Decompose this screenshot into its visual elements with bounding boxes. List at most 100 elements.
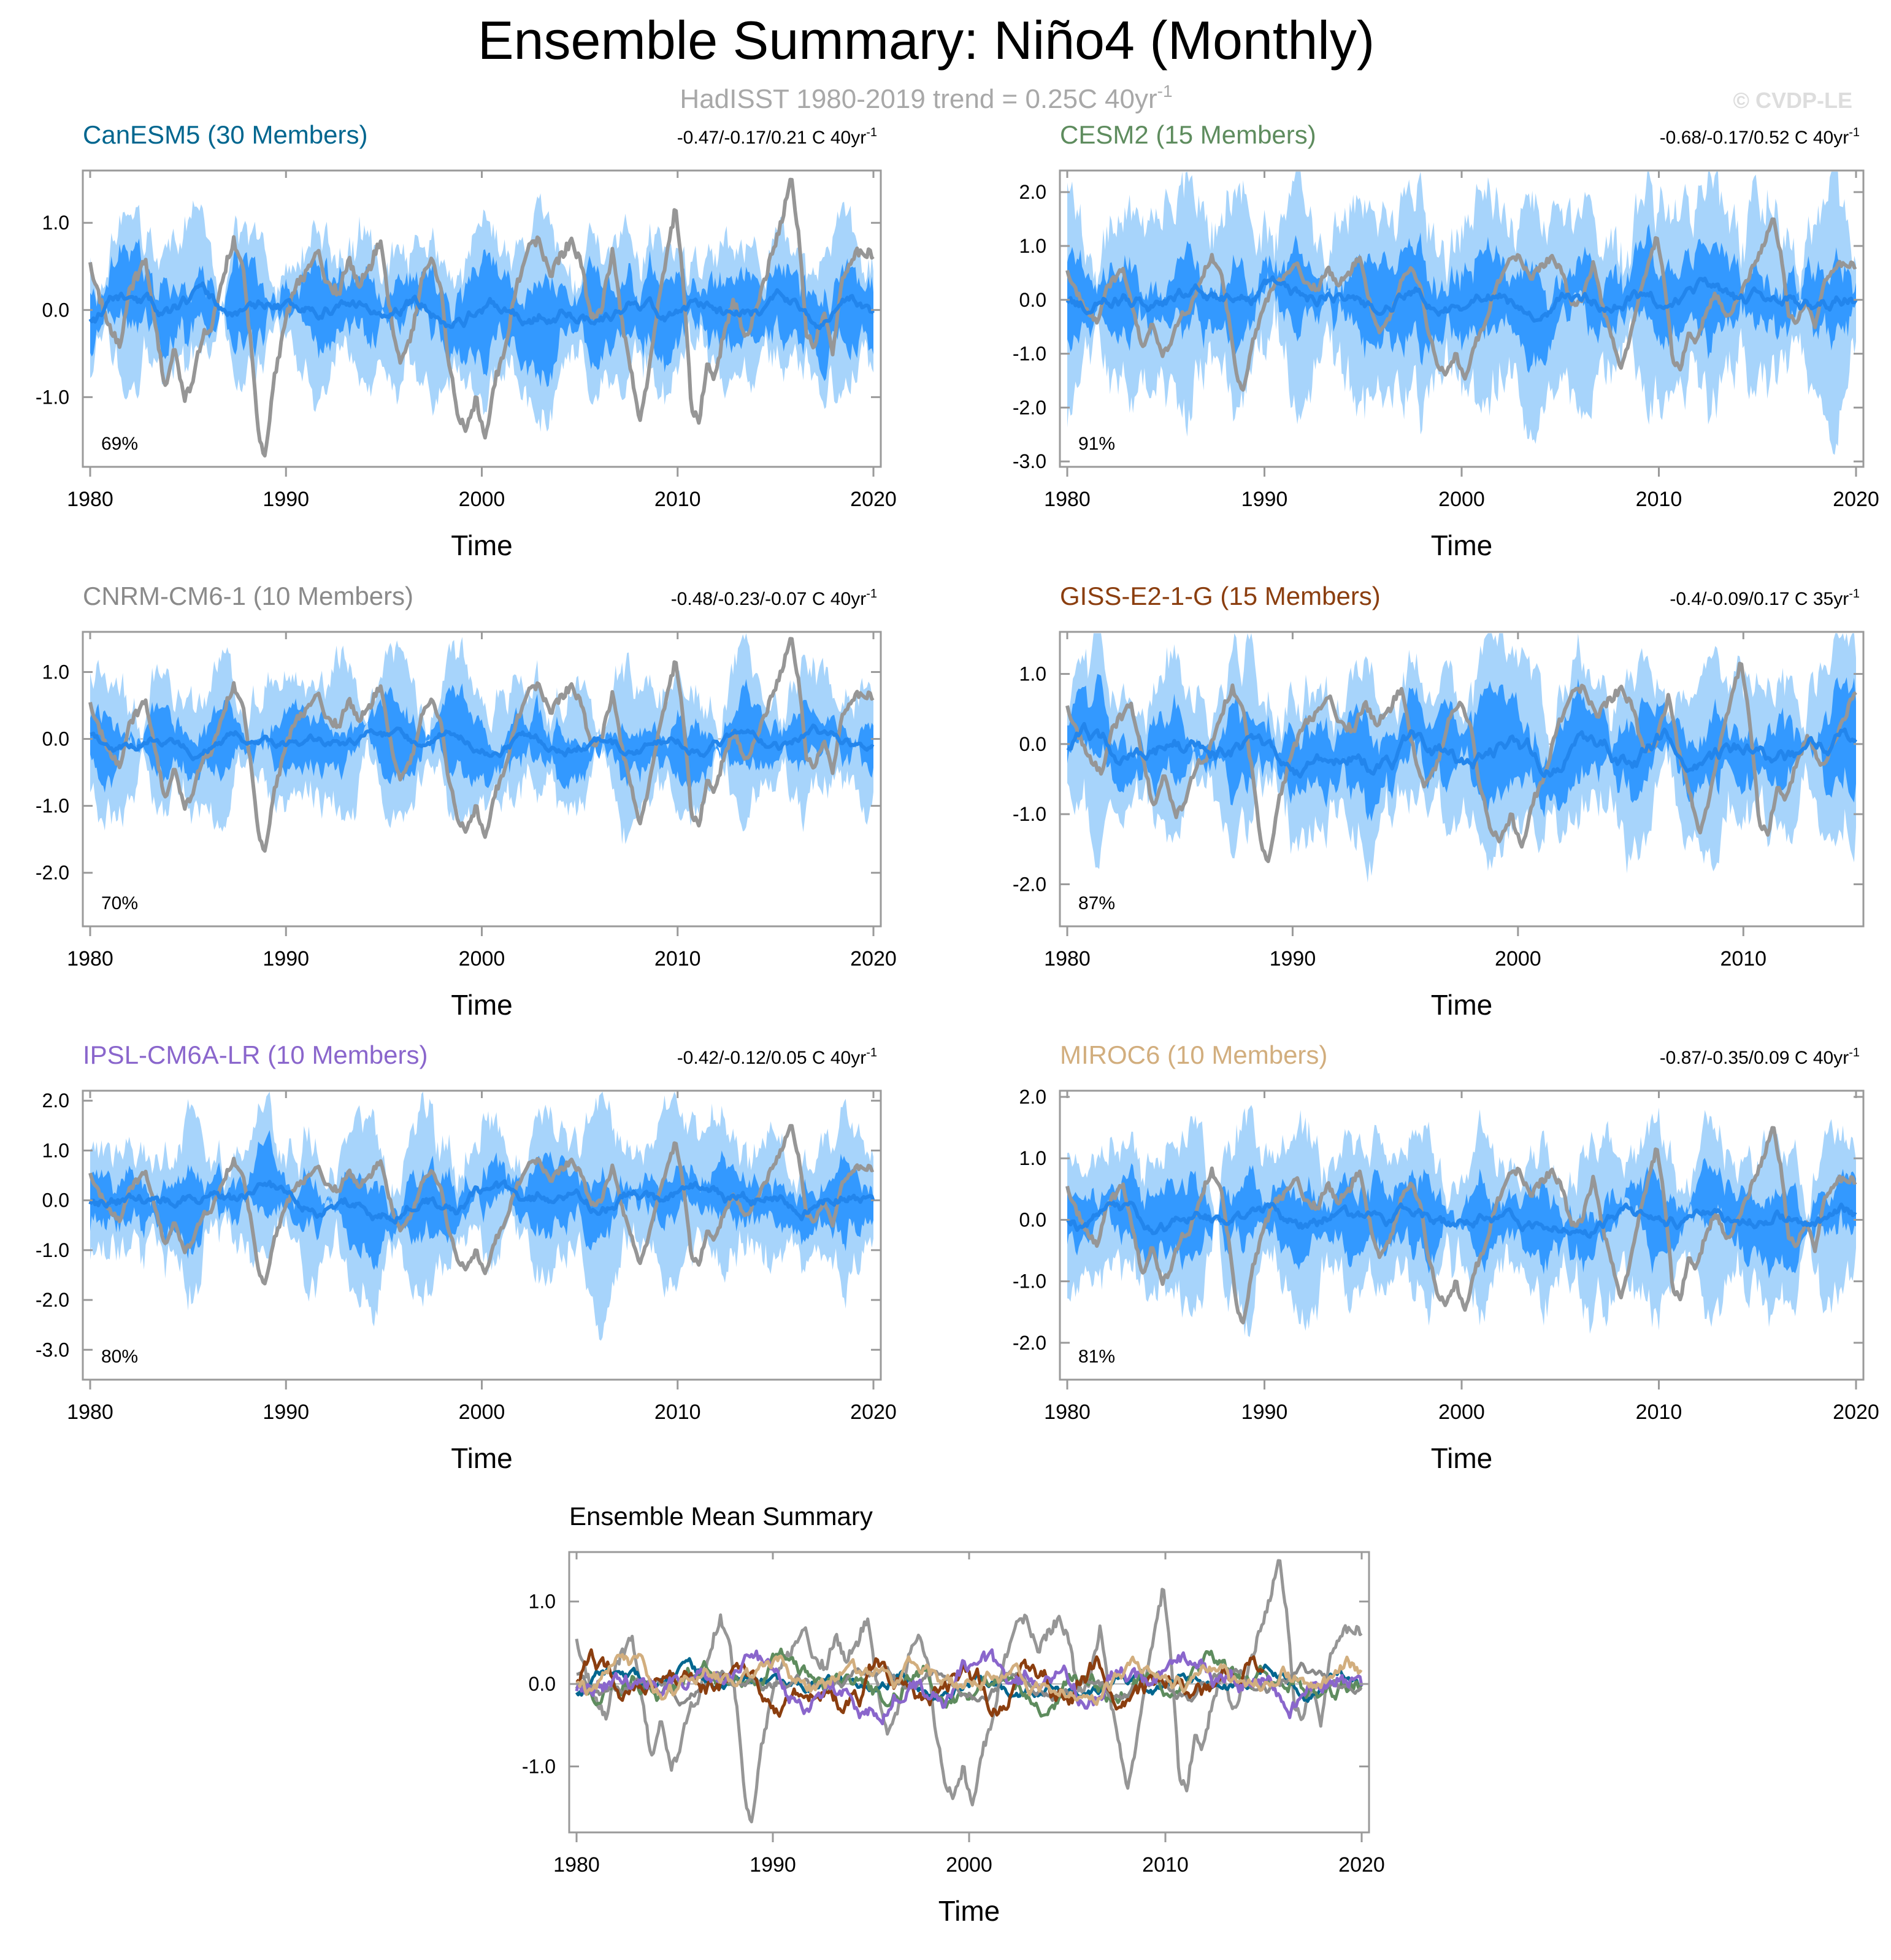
panel-ipsl-cm6a-lr: IPSL-CM6A-LR (10 Members) -0.42/-0.12/0.0…	[36, 1040, 897, 1474]
x-tick-label: 2000	[1438, 488, 1485, 511]
x-tick-label: 2000	[459, 1401, 505, 1424]
y-tick-label: 2.0	[1019, 181, 1046, 203]
x-tick-label: 2000	[1495, 947, 1541, 970]
panel-title: CNRM-CM6-1 (10 Members)	[83, 582, 413, 610]
x-tick-label: 1990	[1241, 488, 1288, 511]
x-tick-label: 2010	[1142, 1853, 1189, 1877]
ensemble-mean-line	[1066, 721, 1857, 779]
ensemble-mean-line	[1065, 275, 1858, 323]
y-tick-label: 1.0	[42, 212, 69, 234]
series-line-ipsl-cm6a-lr	[575, 1648, 1364, 1726]
y-tick-label: 1.0	[42, 1139, 69, 1161]
trend-label: -0.4/-0.09/0.17 C 35yr-1	[1670, 587, 1860, 609]
x-tick-label: 2010	[654, 1401, 701, 1424]
panel-title: CESM2 (15 Members)	[1060, 120, 1316, 149]
observed-series-line	[88, 637, 875, 853]
panel-ensemble-mean-summary: Ensemble Mean Summary 1.0 0.0 -1.0 1980 1990 2…	[522, 1502, 1385, 1927]
observed-series-line	[88, 1124, 875, 1286]
y-tick-label: -3.0	[1013, 450, 1046, 472]
y-tick-label: 0.0	[42, 728, 69, 750]
y-tick-label: -2.0	[36, 862, 69, 884]
x-axis-label: Time	[451, 1442, 513, 1474]
x-tick-label: 2010	[654, 947, 701, 970]
ensemble-mean-line	[90, 723, 875, 761]
x-tick-label: 1990	[263, 1401, 309, 1424]
panel-cesm2: CESM2 (15 Members) -0.68/-0.17/0.52 C 40y…	[1013, 120, 1879, 561]
y-tick-label: -1.0	[1013, 343, 1046, 365]
subtitle-superscript: -1	[1157, 82, 1173, 101]
observed-series-line	[1065, 217, 1857, 392]
figure-subtitle: HadISST 1980-2019 trend = 0.25C 40yr-1	[680, 82, 1172, 114]
panel-canesm5: CanESM5 (30 Members) -0.47/-0.17/0.21 C 4…	[36, 120, 897, 561]
x-tick-label: 2020	[850, 488, 897, 511]
y-tick-label: -1.0	[522, 1755, 556, 1777]
inner-spread-band	[1067, 674, 1856, 822]
observed-series-line	[1065, 661, 1857, 863]
panel-title: CanESM5 (30 Members)	[83, 120, 367, 149]
inner-spread-band	[90, 678, 873, 793]
x-tick-label: 1980	[1044, 947, 1091, 970]
percent-label: 69%	[101, 434, 138, 454]
x-tick-label: 1980	[553, 1853, 600, 1877]
y-tick-label: 0.0	[42, 299, 69, 321]
percent-label: 91%	[1078, 434, 1115, 454]
panel-title: MIROC6 (10 Members)	[1060, 1040, 1327, 1069]
trend-label: -0.42/-0.12/0.05 C 40yr-1	[677, 1046, 877, 1068]
trend-text: -0.68/-0.17/0.52 C 40yr	[1660, 128, 1849, 148]
y-tick-label: 1.0	[1019, 1147, 1046, 1169]
trend-superscript: -1	[866, 126, 877, 139]
watermark: © CVDP-LE	[1733, 88, 1852, 113]
ensemble-mean-line	[88, 281, 875, 331]
ensemble-mean-line	[88, 1179, 875, 1225]
x-tick-label: 1990	[1241, 1401, 1288, 1424]
x-tick-label: 2000	[1438, 1401, 1485, 1424]
y-tick-label: -2.0	[36, 1289, 69, 1311]
x-tick-label: 2000	[946, 1853, 992, 1877]
x-tick-label: 2010	[1636, 488, 1682, 511]
x-tick-label: 1990	[263, 488, 309, 511]
trend-superscript: -1	[866, 587, 877, 601]
y-tick-label: 1.0	[42, 661, 69, 683]
trend-label: -0.87/-0.35/0.09 C 40yr-1	[1660, 1046, 1860, 1068]
percent-label: 81%	[1078, 1347, 1115, 1367]
trend-label: -0.48/-0.23/-0.07 C 40yr-1	[671, 587, 877, 609]
observed-series-line	[1065, 1126, 1857, 1324]
y-tick-label: -2.0	[1013, 873, 1046, 895]
y-tick-label: 0.0	[42, 1189, 69, 1212]
x-tick-label: 2020	[850, 947, 897, 970]
x-tick-label: 2020	[850, 1401, 897, 1424]
inner-spread-band	[90, 1130, 873, 1270]
y-tick-label: 1.0	[1019, 235, 1046, 257]
trend-superscript: -1	[866, 1046, 877, 1059]
x-tick-label: 2000	[459, 947, 505, 970]
y-tick-label: 2.0	[1019, 1086, 1046, 1108]
panel-title: IPSL-CM6A-LR (10 Members)	[83, 1040, 428, 1069]
figure-title: Ensemble Summary: Niño4 (Monthly)	[478, 10, 1375, 71]
trend-text: -0.42/-0.12/0.05 C 40yr	[677, 1048, 867, 1068]
y-tick-label: 2.0	[42, 1090, 69, 1112]
y-tick-label: -3.0	[36, 1339, 69, 1361]
series-line-miroc6	[575, 1653, 1363, 1706]
x-tick-label: 1990	[1270, 947, 1316, 970]
panel-giss-e2-1-g: GISS-E2-1-G (15 Members) -0.4/-0.09/0.17 …	[1013, 582, 1865, 1021]
y-tick-label: 0.0	[1019, 1209, 1046, 1231]
ensemble-mean-line	[1066, 1201, 1857, 1239]
observed-series-line	[88, 177, 875, 458]
x-axis-label: Time	[451, 529, 513, 561]
x-tick-label: 2000	[459, 488, 505, 511]
trend-text: -0.47/-0.17/0.21 C 40yr	[677, 128, 867, 148]
subtitle-text: HadISST 1980-2019 trend = 0.25C 40yr	[680, 84, 1157, 114]
x-axis-label: Time	[938, 1895, 1000, 1927]
x-tick-label: 2020	[1833, 488, 1879, 511]
y-tick-label: 1.0	[1019, 663, 1046, 685]
percent-label: 80%	[101, 1347, 138, 1367]
panel-miroc6: MIROC6 (10 Members) -0.87/-0.35/0.09 C 40…	[1013, 1040, 1879, 1474]
trend-text: -0.4/-0.09/0.17 C 35yr	[1670, 589, 1849, 609]
panel-title: GISS-E2-1-G (15 Members)	[1060, 582, 1381, 610]
x-tick-label: 2010	[654, 488, 701, 511]
y-tick-label: 0.0	[529, 1673, 556, 1695]
x-tick-label: 1980	[1044, 488, 1091, 511]
panel-cnrm-cm6-1: CNRM-CM6-1 (10 Members) -0.48/-0.23/-0.07…	[36, 582, 897, 1021]
trend-text: -0.48/-0.23/-0.07 C 40yr	[671, 589, 867, 609]
